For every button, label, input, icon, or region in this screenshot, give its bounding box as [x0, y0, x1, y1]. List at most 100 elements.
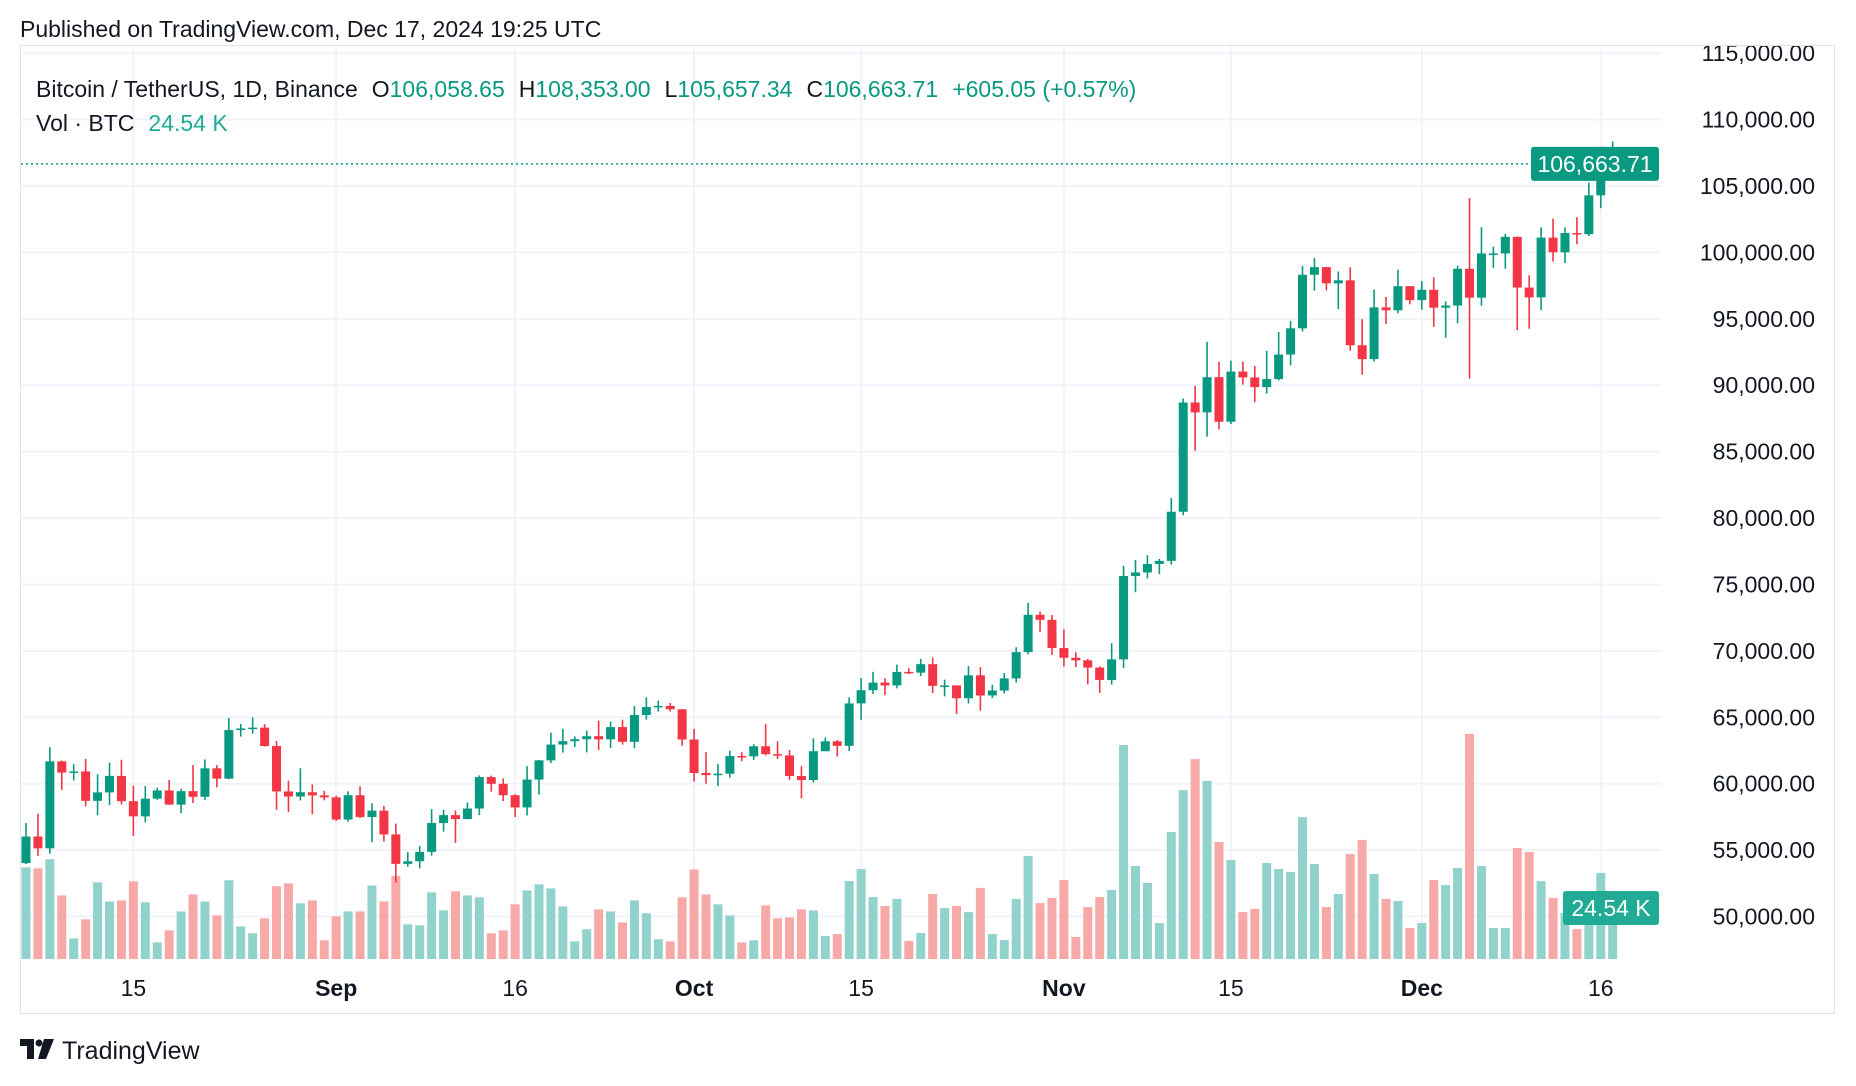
- volume-bar: [1274, 869, 1284, 959]
- candle-body: [33, 836, 43, 849]
- volume-bar: [486, 933, 496, 959]
- volume-bar: [832, 934, 842, 959]
- candle: [1453, 265, 1463, 324]
- candle: [534, 759, 544, 795]
- volume-bar: [1023, 855, 1033, 959]
- volume-bar: [128, 881, 138, 959]
- candle: [355, 786, 365, 819]
- candle-body: [1393, 286, 1403, 311]
- candle: [69, 764, 79, 781]
- candle-body: [1178, 402, 1188, 512]
- candle-body: [868, 682, 878, 691]
- candle-body: [928, 664, 938, 686]
- volume-bar: [1166, 832, 1176, 959]
- chart-frame[interactable]: [20, 45, 1835, 1014]
- low-value: 105,657.34: [677, 75, 793, 102]
- footer-brand[interactable]: TradingView: [20, 1037, 200, 1066]
- price-axis[interactable]: 115,000.00 110,000.00 105,000.00 100,000.00…: [1700, 40, 1815, 930]
- candle-body: [689, 739, 699, 774]
- candle-body: [761, 746, 771, 755]
- candle-body: [749, 746, 759, 757]
- candle: [331, 795, 341, 821]
- candle: [1083, 659, 1093, 685]
- candle: [81, 759, 91, 807]
- candle-body: [164, 790, 174, 805]
- time-tick-label: Dec: [1401, 975, 1443, 1001]
- candle: [844, 697, 854, 752]
- candle: [1214, 361, 1224, 430]
- candle: [701, 752, 711, 784]
- candle-body: [1059, 648, 1069, 658]
- volume-bar: [69, 938, 79, 959]
- volume-bar: [665, 941, 675, 959]
- candle: [713, 764, 723, 786]
- candle-body: [248, 727, 258, 730]
- candle: [1023, 602, 1033, 655]
- candle-body: [618, 727, 627, 742]
- symbol-title[interactable]: Bitcoin / TetherUS, 1D, Binance: [36, 75, 358, 102]
- candle: [1178, 398, 1188, 516]
- candle-body: [1226, 371, 1236, 422]
- volume-bar: [164, 930, 174, 959]
- volume-bar: [1154, 923, 1164, 959]
- candle: [93, 774, 103, 816]
- candle-body: [534, 760, 544, 780]
- candle-body: [1298, 274, 1308, 329]
- volume-bar: [224, 880, 234, 959]
- volume-bar: [1190, 759, 1200, 959]
- candle-body: [379, 810, 389, 835]
- volume-bar: [999, 940, 1009, 959]
- price-tick-label: 70,000.00: [1713, 638, 1815, 664]
- candle: [200, 759, 210, 800]
- candle-body: [510, 795, 520, 808]
- volume-bars: [21, 733, 1618, 959]
- candle: [1250, 365, 1260, 403]
- volume-bar: [510, 904, 520, 959]
- candle: [749, 744, 759, 760]
- volume-bar: [916, 933, 926, 959]
- time-axis[interactable]: 15 Sep 16 Oct 15 Nov 15 Dec 16: [121, 975, 1614, 1001]
- volume-bar: [1393, 901, 1403, 959]
- candle-body: [307, 792, 317, 796]
- candle-body: [1584, 195, 1594, 235]
- candle: [128, 785, 138, 836]
- candle-body: [283, 791, 293, 797]
- candle-body: [498, 783, 508, 796]
- volume-bar: [1250, 908, 1260, 959]
- volume-bar: [93, 882, 103, 959]
- candle-body: [1071, 657, 1081, 661]
- volume-bar: [1309, 864, 1319, 959]
- candle: [1059, 629, 1069, 667]
- volume-bar: [367, 885, 377, 959]
- volume-bar: [450, 891, 460, 959]
- candle-body: [975, 675, 985, 696]
- candle: [105, 762, 115, 806]
- candle-body: [152, 790, 162, 799]
- candle-body: [701, 773, 711, 776]
- volume-label: Vol · BTC: [36, 109, 135, 136]
- volume-bar: [403, 924, 413, 959]
- price-tick-label: 115,000.00: [1702, 40, 1815, 66]
- candle-body: [236, 728, 246, 731]
- candle-body: [594, 736, 604, 740]
- volume-bar: [558, 906, 568, 959]
- candle-body: [1560, 233, 1570, 253]
- candle-body: [439, 815, 449, 823]
- volume-bar: [1286, 871, 1296, 959]
- candle: [522, 766, 532, 816]
- candle: [856, 678, 866, 720]
- volume-bar: [761, 905, 771, 959]
- last-volume-label: 24.54 K: [1571, 895, 1651, 921]
- candle: [963, 666, 973, 704]
- volume-bar: [677, 897, 687, 959]
- candle: [916, 658, 926, 677]
- volume-bar: [21, 867, 31, 959]
- candle-body: [1500, 236, 1510, 254]
- volume-bar: [1608, 908, 1618, 959]
- candle: [1333, 271, 1343, 310]
- candle-body: [176, 791, 186, 805]
- volume-bar: [1262, 862, 1272, 959]
- volume-bar: [1202, 780, 1212, 959]
- volume-bar: [546, 888, 556, 959]
